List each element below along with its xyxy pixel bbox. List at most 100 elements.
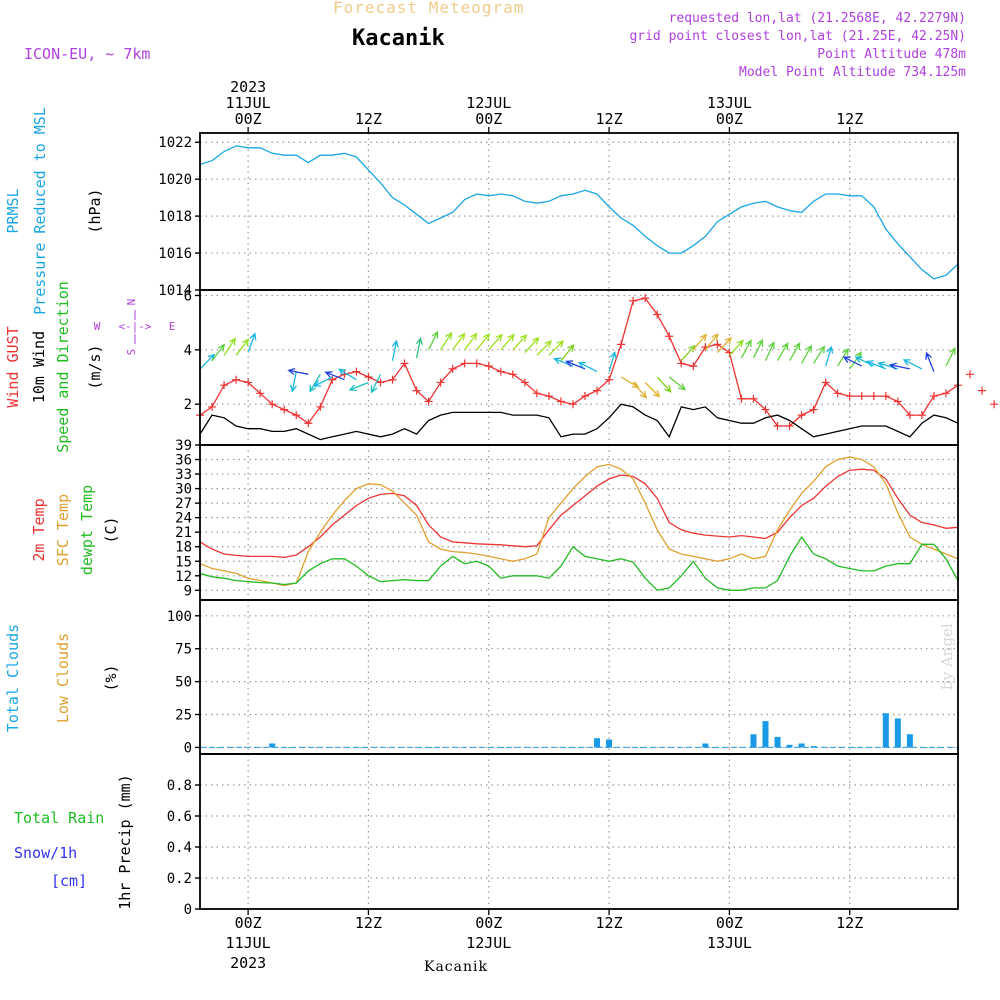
- point-altitude: Point Altitude 478m: [817, 47, 966, 62]
- axis-label: SFC Temp: [54, 494, 72, 566]
- gust-marker: [460, 359, 469, 368]
- y-tick-label: 25: [175, 708, 192, 724]
- cloud-bar: [594, 738, 601, 748]
- x-tick-label-top: 00Z: [235, 110, 262, 128]
- wind-direction-arrow: [728, 339, 744, 356]
- wind-direction-arrow: [752, 338, 764, 359]
- wind-direction-arrow: [512, 334, 528, 351]
- wind-direction-arrow: [644, 382, 661, 398]
- series-prmsl: [200, 145, 958, 280]
- series-2m-temp: [200, 468, 958, 559]
- y-tick-label: 21: [175, 525, 192, 541]
- y-tick-label: 30: [175, 482, 192, 498]
- x-tick-label-bottom: 00Z: [235, 914, 262, 932]
- y-tick-label: 0.8: [167, 778, 192, 794]
- x-tick-label-top: 00Z: [716, 110, 743, 128]
- gust-marker: [689, 362, 698, 371]
- series-10m-wind: [200, 403, 958, 441]
- gust-marker: [845, 392, 854, 401]
- requested-coords: requested lon,lat (21.2568E, 42.2279N): [668, 11, 966, 26]
- gust-marker: [929, 392, 938, 401]
- cloud-bar: [786, 744, 793, 748]
- wind-direction-arrow: [716, 336, 732, 353]
- chart-title: Forecast Meteogram: [333, 0, 525, 17]
- gust-marker: [568, 400, 577, 409]
- gust-marker: [629, 296, 638, 305]
- wind-direction-arrow: [776, 342, 789, 362]
- wind-direction-arrow: [324, 371, 345, 381]
- x-tick-label-bottom: 12Z: [836, 914, 863, 932]
- y-tick-label: 100: [167, 609, 192, 625]
- gust-marker: [364, 373, 373, 382]
- axis-label: Speed and Direction: [54, 281, 72, 453]
- model-altitude: Model Point Altitude 734.125m: [739, 65, 966, 80]
- gust-marker: [208, 402, 217, 411]
- panel-clouds: 0 25 50 75 100 Total Clouds Low Clouds (%): [4, 599, 959, 756]
- wind-direction-arrow: [524, 336, 540, 353]
- wind-direction-arrow: [970, 344, 981, 361]
- wind-direction-arrow: [223, 337, 237, 356]
- cloud-bar: [894, 718, 901, 748]
- gust-marker: [352, 367, 361, 376]
- wind-direction-arrow: [902, 359, 923, 370]
- y-tick-label: 9: [184, 583, 192, 599]
- y-tick-label: 33: [175, 467, 192, 483]
- cloud-bar: [882, 713, 889, 748]
- gust-marker: [653, 310, 662, 319]
- y-tick-label: 1020: [158, 172, 192, 188]
- wind-direction-arrow: [608, 351, 617, 372]
- axis-label: (C): [102, 516, 120, 543]
- axis-label: Snow/1h: [14, 844, 77, 862]
- wind-direction-arrow: [994, 341, 1000, 358]
- y-tick-label: 0.6: [167, 809, 192, 825]
- wind-direction-arrow: [488, 333, 503, 351]
- wind-direction-arrow: [536, 340, 553, 356]
- wind-direction-arrow: [235, 338, 250, 356]
- gust-marker: [966, 370, 975, 379]
- x-tick-label-bottom: 12Z: [355, 914, 382, 932]
- gust-marker: [520, 378, 529, 387]
- x-tick-label-bottom: 00Z: [475, 914, 502, 932]
- wind-direction-arrow: [464, 332, 478, 351]
- wind-direction-arrow: [560, 344, 575, 362]
- x-tick-label-bottom: 12JUL: [466, 934, 511, 952]
- axis-label: 2m Temp: [30, 498, 48, 561]
- axis-label: Wind GUST: [4, 326, 22, 407]
- location-title: Kacanik: [352, 26, 445, 51]
- wind-direction-arrow: [888, 362, 911, 370]
- wind-direction-arrow: [945, 347, 956, 367]
- x-tick-label-top: 12Z: [596, 110, 623, 128]
- y-tick-label: 4: [184, 343, 192, 359]
- wind-direction-arrow: [289, 371, 298, 393]
- y-tick-label: 0: [184, 740, 192, 756]
- y-tick-label: 0.4: [167, 840, 192, 856]
- y-tick-label: 18: [175, 540, 192, 556]
- wind-direction-arrow: [842, 356, 862, 367]
- y-tick-label: 50: [175, 675, 192, 691]
- wind-direction-arrow: [348, 381, 369, 392]
- y-tick-label: 1014: [158, 283, 192, 299]
- wind-direction-arrow: [957, 362, 958, 364]
- x-tick-label-bottom: 11JUL: [226, 934, 271, 952]
- y-tick-label: 0.2: [167, 871, 192, 887]
- series-dewpt-temp: [200, 535, 958, 592]
- wind-direction-arrow: [415, 336, 423, 359]
- gust-marker: [256, 389, 265, 398]
- x-tick-label-bottom: 13JUL: [707, 934, 752, 952]
- gust-marker: [773, 421, 782, 430]
- wind-direction-arrow: [440, 331, 453, 351]
- gust-marker: [508, 370, 517, 379]
- cloud-bar: [269, 743, 276, 748]
- wind-direction-arrow: [680, 344, 696, 362]
- gust-marker: [617, 340, 626, 349]
- wind-direction-arrow: [825, 345, 834, 367]
- gust-marker: [556, 397, 565, 406]
- wind-direction-arrow: [704, 333, 719, 351]
- gust-marker: [544, 392, 553, 401]
- y-tick-label: 1022: [158, 135, 192, 151]
- gust-marker: [990, 400, 999, 409]
- gust-marker: [905, 411, 914, 420]
